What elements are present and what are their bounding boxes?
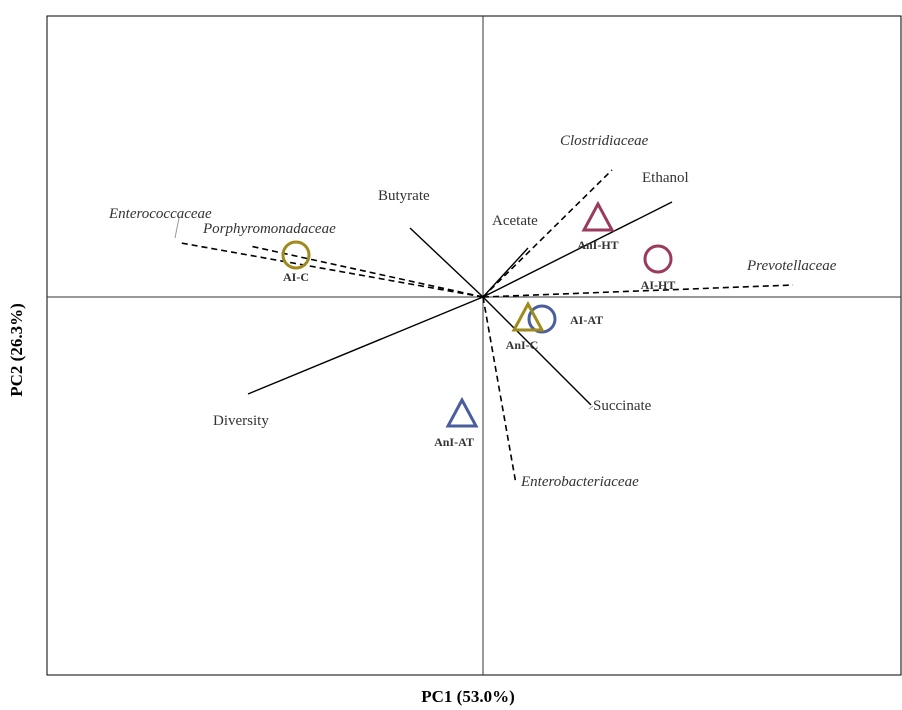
sample-marker-ani-c	[511, 300, 545, 332]
sample-label-ai-c: AI-C	[283, 270, 309, 284]
vector-label-porphyromonadaceae: Porphyromonadaceae	[202, 221, 336, 237]
sample-marker-ai-ht	[643, 244, 673, 274]
vector-enterococcaceae	[180, 242, 484, 298]
vector-label-succinate: Succinate	[593, 398, 652, 414]
vector-enterobacteriaceae	[482, 296, 517, 485]
vector-label-ethanol: Ethanol	[642, 170, 689, 186]
sample-label-ani-at: AnI-AT	[434, 435, 474, 449]
x-axis-title: PC1 (53.0%)	[421, 687, 514, 706]
vector-label-acetate: Acetate	[492, 213, 538, 229]
sample-marker-ai-c	[281, 240, 311, 270]
sample-marker-ai-at	[527, 304, 557, 334]
vector-acetate	[482, 247, 529, 298]
vector-diversity	[247, 296, 484, 395]
vector-label-diversity: Diversity	[213, 413, 269, 429]
vector-ethanol	[482, 201, 673, 298]
vector-prevotellaceae	[482, 284, 794, 298]
leader-succinate	[588, 405, 594, 410]
y-axis-title: PC2 (26.3%)	[7, 303, 26, 396]
sample-label-ai-ht: AI-HT	[641, 278, 676, 292]
vector-label-enterococcaceae: Enterococcaceae	[108, 206, 212, 222]
sample-points: AI-C AI-HT AI-AT AnI-C AnI-HT AnI-AT	[281, 200, 676, 449]
sample-label-ani-c: AnI-C	[506, 338, 539, 352]
sample-label-ani-ht: AnI-HT	[577, 238, 618, 252]
plot-frame	[46, 15, 902, 676]
vector-butyrate	[409, 227, 484, 298]
sample-marker-ani-ht	[581, 200, 615, 232]
vector-label-prevotellaceae: Prevotellaceae	[746, 258, 837, 274]
vector-label-clostridiaceae: Clostridiaceae	[560, 133, 649, 149]
sample-label-ai-at: AI-AT	[570, 313, 603, 327]
leader-enterococcaceae	[174, 217, 180, 239]
loading-vectors: Ethanol Butyrate Acetate Succinate Diversity…	[108, 133, 837, 490]
sample-marker-ani-at	[445, 396, 479, 428]
vector-label-butyrate: Butyrate	[378, 188, 430, 204]
vector-label-enterobacteriaceae: Enterobacteriaceae	[520, 474, 639, 490]
vector-clostridiaceae	[482, 169, 613, 298]
vector-succinate	[482, 296, 592, 406]
